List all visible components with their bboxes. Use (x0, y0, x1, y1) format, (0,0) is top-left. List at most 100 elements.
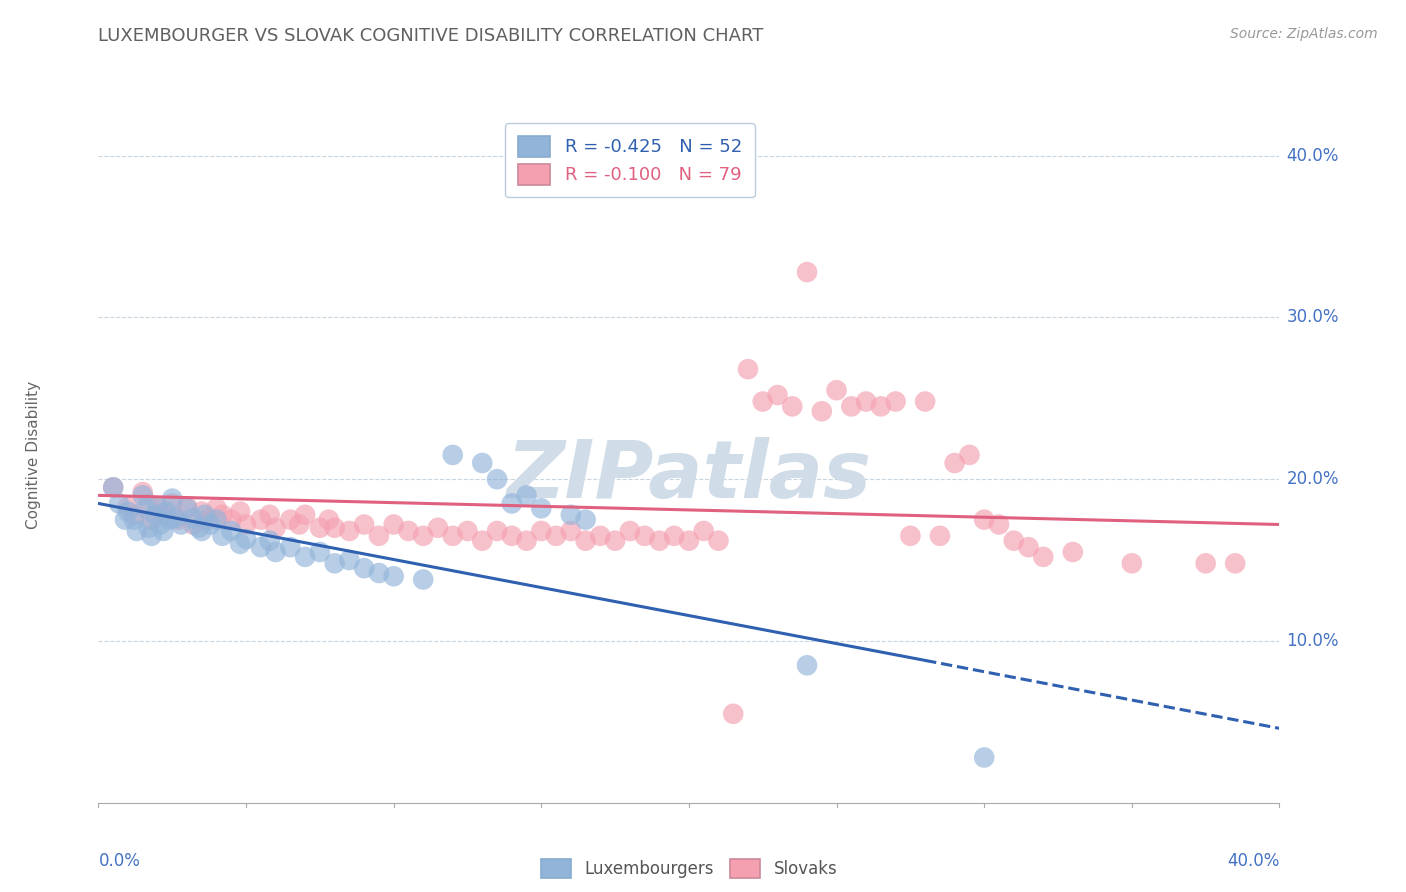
Point (900, 529, 922, 543)
Point (165, 511, 187, 525)
Point (1062, 545, 1084, 559)
Point (191, 524, 214, 538)
Point (382, 517, 405, 532)
Point (250, 513, 273, 527)
Point (456, 524, 478, 538)
Point (114, 513, 136, 527)
Point (143, 508, 166, 522)
Point (288, 517, 311, 532)
Point (264, 521, 287, 535)
Point (191, 504, 214, 518)
Point (157, 513, 180, 527)
Point (125, 524, 148, 538)
Point (515, 533, 537, 548)
Point (560, 524, 582, 538)
Point (427, 521, 450, 535)
Point (250, 540, 273, 554)
Point (162, 491, 183, 506)
Point (194, 508, 217, 522)
Point (796, 658, 818, 673)
Point (337, 553, 360, 567)
Point (486, 524, 509, 538)
Point (412, 573, 434, 587)
Point (825, 383, 848, 397)
Text: LUXEMBOURGER VS SLOVAK COGNITIVE DISABILITY CORRELATION CHART: LUXEMBOURGER VS SLOVAK COGNITIVE DISABIL… (98, 27, 763, 45)
Point (309, 521, 332, 535)
Point (229, 537, 252, 551)
Point (264, 545, 287, 559)
Point (211, 529, 233, 543)
Point (368, 566, 391, 580)
Point (219, 513, 242, 527)
Point (884, 394, 907, 409)
Text: ZIPatlas: ZIPatlas (506, 437, 872, 515)
Point (353, 517, 375, 532)
Text: 10.0%: 10.0% (1286, 632, 1339, 650)
Point (337, 524, 360, 538)
Point (441, 529, 464, 543)
Text: Source: ZipAtlas.com: Source: ZipAtlas.com (1230, 27, 1378, 41)
Point (176, 500, 198, 514)
Point (219, 524, 242, 538)
Point (181, 517, 204, 532)
Point (146, 500, 169, 514)
Point (167, 513, 190, 527)
Text: 40.0%: 40.0% (1286, 146, 1339, 165)
Point (205, 513, 228, 527)
Point (162, 496, 183, 510)
Point (973, 750, 995, 764)
Point (486, 472, 509, 486)
Point (396, 524, 419, 538)
Point (353, 561, 375, 575)
Point (1032, 549, 1054, 564)
Point (737, 362, 759, 376)
Point (560, 508, 582, 522)
Text: 0.0%: 0.0% (98, 852, 141, 870)
Point (135, 501, 157, 516)
Point (138, 521, 160, 535)
Point (170, 517, 193, 532)
Point (721, 706, 744, 721)
Point (294, 508, 316, 522)
Point (619, 524, 641, 538)
Point (1121, 557, 1143, 571)
Point (959, 448, 981, 462)
Point (648, 533, 671, 548)
Point (211, 508, 233, 522)
Point (122, 513, 145, 527)
Point (1195, 557, 1218, 571)
Point (766, 388, 789, 402)
Point (138, 496, 160, 510)
Point (943, 456, 966, 470)
Point (117, 504, 139, 518)
Point (515, 488, 537, 502)
Point (664, 529, 686, 543)
Point (693, 524, 716, 538)
Point (633, 529, 655, 543)
Point (235, 532, 257, 546)
Point (259, 508, 281, 522)
Point (855, 394, 877, 409)
Point (197, 513, 219, 527)
Point (707, 533, 730, 548)
Point (103, 480, 125, 494)
Point (318, 513, 340, 527)
Point (132, 488, 155, 502)
Point (103, 480, 125, 494)
Point (146, 501, 169, 516)
Point (323, 521, 346, 535)
Point (678, 533, 700, 548)
Point (132, 485, 155, 500)
Point (839, 400, 862, 414)
Point (441, 448, 464, 462)
Point (108, 496, 131, 510)
Point (149, 517, 172, 532)
Point (914, 394, 936, 409)
Point (530, 524, 553, 538)
Point (501, 496, 523, 510)
Point (294, 549, 316, 564)
Point (176, 501, 198, 516)
Point (229, 504, 252, 518)
Point (205, 501, 228, 516)
Point (605, 533, 627, 548)
